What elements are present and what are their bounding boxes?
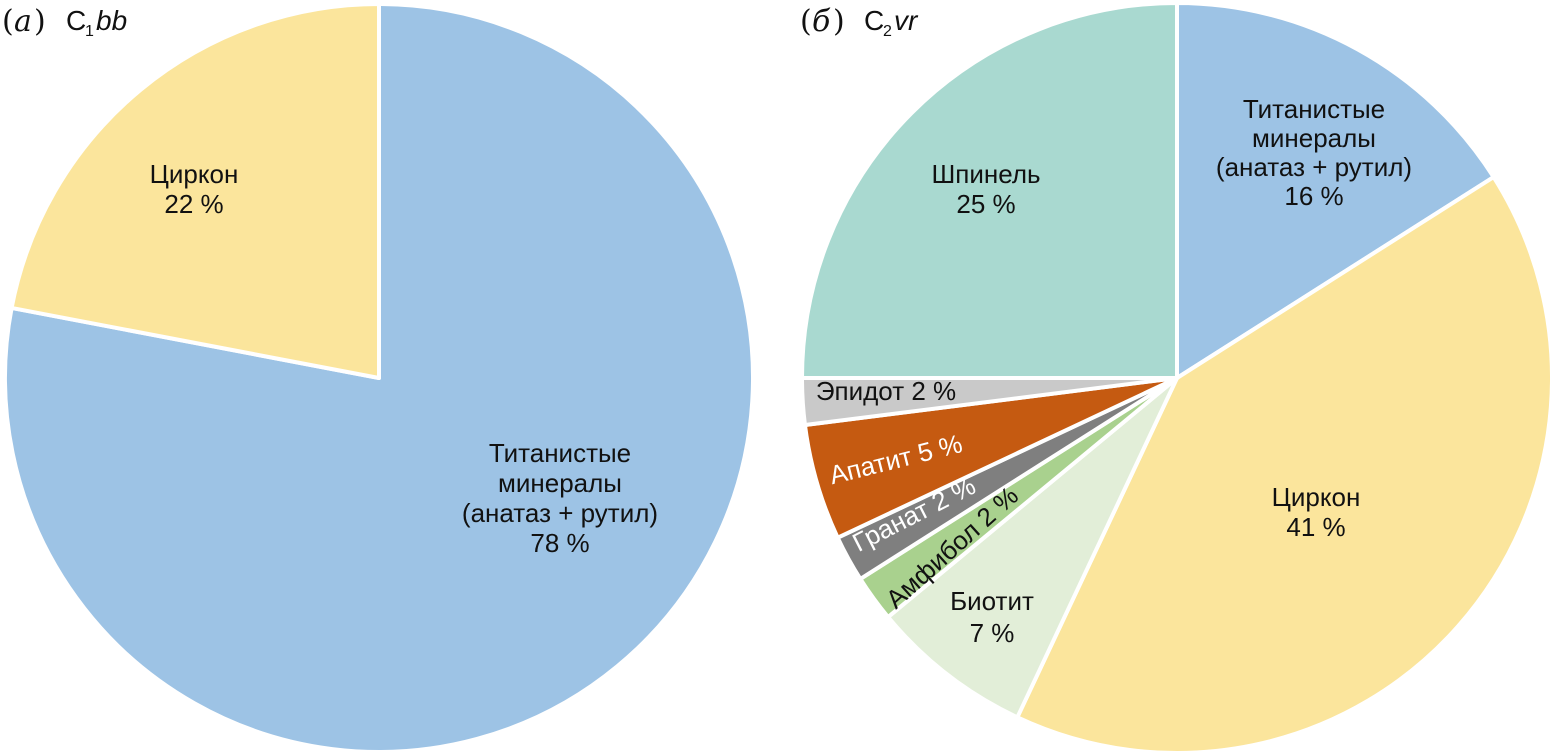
pie-b-slice-2	[886, 376, 1179, 720]
pie-b-slice-label-2: Биотит 7 %	[950, 586, 1034, 648]
panel-b-paren-close: )	[833, 4, 845, 39]
panel-b-sample-suffix: vr	[894, 5, 919, 36]
pie-b-slice-label-6-line-0: Эпидот 2 %	[816, 376, 956, 406]
pie-a-slice-label-0-line-0: Титанистые	[489, 438, 631, 468]
panel-a-paren-close: )	[34, 4, 46, 39]
pie-b-slice-0	[1175, 1, 1496, 380]
pie-a-slice-label-0-line-1: минералы	[498, 468, 622, 498]
pie-a-slice-label-1: Циркон 22 %	[150, 159, 239, 219]
pie-b-slice-label-2-line-0: Биотит	[950, 586, 1034, 616]
pie-b-slice-label-7-line-1: 25 %	[956, 189, 1015, 219]
panel-a-letter: а	[14, 4, 32, 39]
panel-a-header: ( а ) C 1 bb	[2, 4, 127, 40]
panel-b-sample-sub: 2	[883, 23, 892, 40]
pie-a-slice-label-0-line-3: 78 %	[530, 528, 589, 558]
panel-b-paren-open: (	[800, 4, 812, 39]
pie-a-slice-label-0: Титанистые минералы (анатаз + рутил) 78 %	[462, 438, 658, 558]
pie-b-slice-label-7-line-0: Шпинель	[931, 159, 1040, 189]
pie-b-slice-label-0-line-2: (анатаз + рутил)	[1216, 152, 1412, 182]
pie-b-slice-label-0-line-1: минералы	[1252, 123, 1376, 153]
panel-a-sample-base: C	[66, 5, 86, 36]
pie-a-slice-label-1-line-0: Циркон	[150, 159, 239, 189]
panel-a-sample-suffix: bb	[96, 5, 127, 36]
panel-b-letter: б	[812, 4, 831, 39]
pie-b-slice-label-0: Титанистые минералы (анатаз + рутил) 16 %	[1216, 94, 1412, 211]
pie-b-slice-label-2-line-1: 7 %	[970, 618, 1015, 648]
pie-b-slice-1	[1015, 175, 1554, 754]
panel-a-paren-open: (	[2, 4, 14, 39]
pie-chart-b: Титанистые минералы (анатаз + рутил) 16 % Ци…	[800, 1, 1554, 754]
pie-b-slice-label-6: Эпидот 2 %	[816, 376, 956, 406]
pie-a-slice-label-1-line-1: 22 %	[164, 189, 223, 219]
pie-b-slice-label-1-line-0: Циркон	[1272, 482, 1361, 512]
panel-b-sample-base: C	[864, 5, 884, 36]
pie-b-slice-label-0-line-0: Титанистые	[1243, 94, 1385, 124]
pie-a-slice-label-0-line-2: (анатаз + рутил)	[462, 498, 658, 528]
panel-a-sample-sub: 1	[85, 23, 94, 40]
pie-b-slice-7	[800, 1, 1179, 380]
pie-b-slice-label-1: Циркон 41 %	[1272, 482, 1361, 542]
pie-b-slice-label-7: Шпинель 25 %	[931, 159, 1040, 219]
pie-a-slice-1	[9, 2, 381, 380]
panel-b-header: ( б ) C 2 vr	[800, 4, 919, 40]
pie-b-slice-label-1-line-1: 41 %	[1286, 512, 1345, 542]
pie-b-slice-label-0-line-3: 16 %	[1284, 181, 1343, 211]
pie-chart-a: Титанистые минералы (анатаз + рутил) 78 % Ци…	[3, 2, 755, 754]
